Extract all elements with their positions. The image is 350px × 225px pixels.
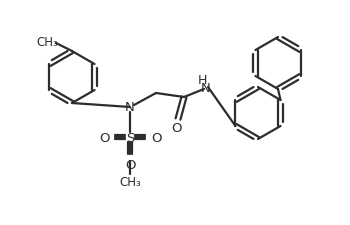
- Text: O: O: [171, 121, 181, 134]
- Text: CH₃: CH₃: [36, 35, 58, 48]
- Text: O: O: [151, 131, 161, 144]
- Text: N: N: [201, 81, 211, 94]
- Text: O: O: [99, 131, 109, 144]
- Text: S: S: [126, 131, 134, 144]
- Text: H: H: [197, 73, 207, 86]
- Text: CH₃: CH₃: [119, 176, 141, 189]
- Text: N: N: [125, 101, 135, 114]
- Text: O: O: [125, 159, 135, 172]
